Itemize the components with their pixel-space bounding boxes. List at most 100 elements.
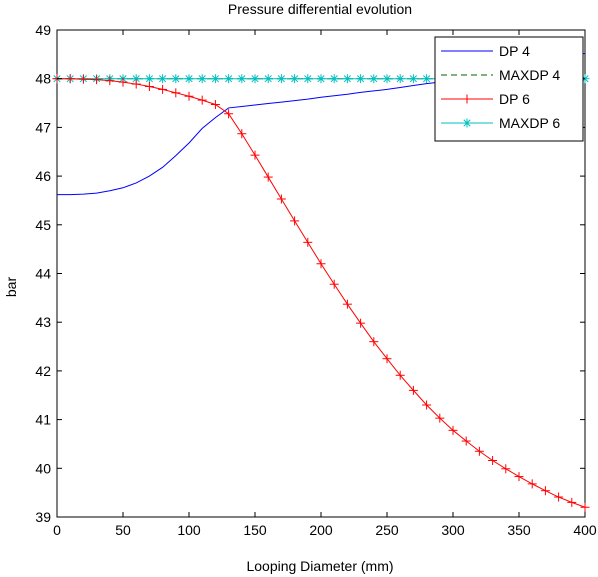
data-point-maxdp-6 <box>197 74 207 84</box>
x-tick-label: 400 <box>573 522 597 538</box>
marker-stroke <box>463 119 471 127</box>
legend-marker-dp-6 <box>462 94 472 104</box>
data-point-dp-6 <box>224 109 234 119</box>
data-point-maxdp-6 <box>356 74 366 84</box>
marker-stroke <box>343 75 351 83</box>
data-point-maxdp-6 <box>224 74 234 84</box>
data-point-dp-6 <box>210 100 220 110</box>
data-point-dp-6 <box>514 472 524 482</box>
data-point-maxdp-6 <box>158 74 168 84</box>
data-point-maxdp-6 <box>144 74 154 84</box>
legend-box <box>434 36 584 142</box>
data-point-dp-6 <box>567 497 577 507</box>
data-point-dp-6 <box>369 337 379 347</box>
data-point-dp-6 <box>395 370 405 380</box>
data-point-dp-6 <box>290 216 300 226</box>
data-point-dp-6 <box>303 237 313 247</box>
marker-stroke <box>211 75 219 83</box>
x-tick-label: 150 <box>243 522 267 538</box>
marker-stroke <box>251 75 259 83</box>
data-point-dp-6 <box>250 150 260 160</box>
data-point-dp-6 <box>78 74 88 84</box>
x-axis-title: Looping Diameter (mm) <box>246 558 393 574</box>
marker-stroke <box>145 75 153 83</box>
data-point-dp-6 <box>184 91 194 101</box>
data-point-dp-6 <box>105 76 115 86</box>
marker-stroke <box>198 75 206 83</box>
y-tick-label: 47 <box>35 119 51 135</box>
data-point-dp-6 <box>501 464 511 474</box>
data-point-dp-6 <box>65 74 75 84</box>
data-point-maxdp-6 <box>171 74 181 84</box>
data-point-maxdp-6 <box>369 74 379 84</box>
marker-stroke <box>396 75 404 83</box>
marker-stroke <box>172 75 180 83</box>
legend-label-maxdp-4: MAXDP 4 <box>499 67 560 83</box>
data-point-dp-6 <box>580 502 590 512</box>
data-point-dp-6 <box>329 279 339 289</box>
x-tick-label: 300 <box>441 522 465 538</box>
y-tick-label: 41 <box>35 412 51 428</box>
marker-stroke <box>238 75 246 83</box>
data-point-dp-6 <box>540 486 550 496</box>
marker-stroke <box>277 75 285 83</box>
legend: DP 4 MAXDP 4 DP 6 MAXDP 6 <box>434 36 584 142</box>
x-tick-label: 200 <box>309 522 333 538</box>
marker-stroke <box>330 75 338 83</box>
data-point-dp-6 <box>554 492 564 502</box>
marker-stroke <box>304 75 312 83</box>
data-point-maxdp-6 <box>250 74 260 84</box>
marker-stroke <box>370 75 378 83</box>
y-tick-label: 45 <box>35 217 51 233</box>
y-axis-title: bar <box>3 277 19 298</box>
data-point-dp-6 <box>158 84 168 94</box>
data-point-dp-6 <box>276 194 286 204</box>
data-point-dp-6 <box>131 79 141 89</box>
marker-stroke <box>264 75 272 83</box>
y-tick-label: 44 <box>35 266 51 282</box>
data-point-dp-6 <box>316 259 326 269</box>
marker-stroke <box>357 75 365 83</box>
x-tick-label: 100 <box>177 522 201 538</box>
data-point-maxdp-6 <box>276 74 286 84</box>
data-point-dp-6 <box>461 436 471 446</box>
data-point-dp-6 <box>408 385 418 395</box>
data-point-dp-6 <box>237 129 247 139</box>
data-point-maxdp-6 <box>408 74 418 84</box>
marker-stroke <box>423 75 431 83</box>
data-point-maxdp-6 <box>316 74 326 84</box>
data-point-dp-6 <box>263 172 273 182</box>
data-point-dp-6 <box>474 446 484 456</box>
legend-marker-maxdp-6 <box>462 118 472 128</box>
data-point-maxdp-6 <box>210 74 220 84</box>
data-point-maxdp-6 <box>382 74 392 84</box>
marker-stroke <box>291 75 299 83</box>
chart-title: Pressure differential evolution <box>228 1 412 17</box>
x-tick-label: 0 <box>53 522 61 538</box>
marker-stroke <box>159 75 167 83</box>
y-tick-label: 42 <box>35 363 51 379</box>
data-point-dp-6 <box>422 400 432 410</box>
marker-stroke <box>185 75 193 83</box>
data-point-dp-6 <box>197 95 207 105</box>
data-point-dp-6 <box>356 318 366 328</box>
legend-label-dp-6: DP 6 <box>499 91 530 107</box>
data-point-maxdp-6 <box>329 74 339 84</box>
data-point-dp-6 <box>382 354 392 364</box>
data-point-maxdp-6 <box>131 74 141 84</box>
legend-label-maxdp-6: MAXDP 6 <box>499 115 560 131</box>
x-tick-label: 350 <box>507 522 531 538</box>
data-point-maxdp-6 <box>303 74 313 84</box>
data-point-maxdp-6 <box>263 74 273 84</box>
marker-stroke <box>409 75 417 83</box>
legend-label-dp-4: DP 4 <box>499 43 530 59</box>
data-point-dp-6 <box>527 479 537 489</box>
axes-layer: 0 50 100 150 200 250 300 350 400 39 40 41 42 43 44 45 46… <box>35 22 596 538</box>
data-point-dp-6 <box>118 77 128 87</box>
data-point-maxdp-6 <box>395 74 405 84</box>
y-tick-label: 49 <box>35 22 51 38</box>
data-point-dp-6 <box>92 75 102 85</box>
marker-stroke <box>383 75 391 83</box>
marker-stroke <box>225 75 233 83</box>
